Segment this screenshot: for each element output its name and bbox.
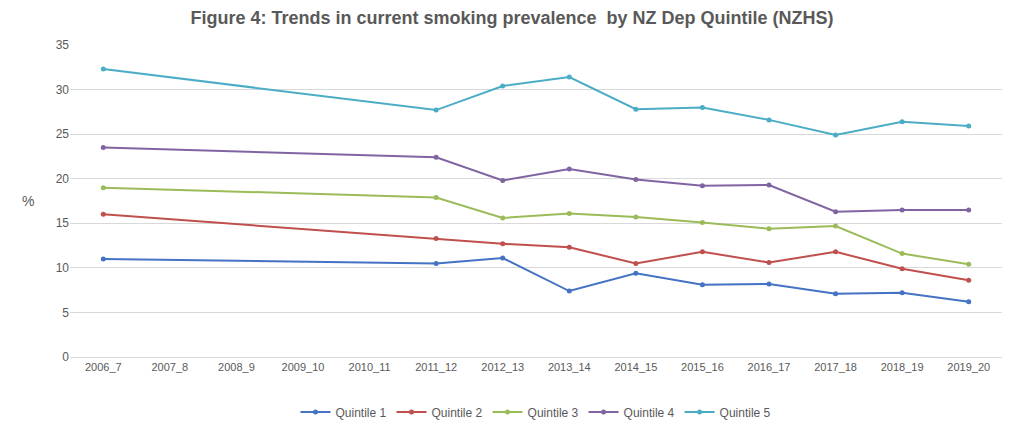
svg-text:15: 15 bbox=[56, 216, 70, 230]
svg-text:0: 0 bbox=[62, 350, 69, 364]
svg-text:%: % bbox=[22, 193, 34, 209]
svg-text:10: 10 bbox=[56, 261, 70, 275]
svg-text:2012_13: 2012_13 bbox=[481, 361, 524, 373]
svg-text:2018_19: 2018_19 bbox=[881, 361, 924, 373]
svg-text:2017_18: 2017_18 bbox=[814, 361, 857, 373]
svg-text:2008_9: 2008_9 bbox=[218, 361, 255, 373]
svg-text:5: 5 bbox=[62, 306, 69, 320]
svg-text:2009_10: 2009_10 bbox=[282, 361, 325, 373]
svg-text:20: 20 bbox=[56, 172, 70, 186]
svg-text:2019_20: 2019_20 bbox=[947, 361, 990, 373]
svg-text:2011_12: 2011_12 bbox=[415, 361, 457, 373]
svg-text:Quintile 1: Quintile 1 bbox=[336, 406, 387, 420]
svg-text:Quintile 2: Quintile 2 bbox=[432, 406, 483, 420]
svg-text:2015_16: 2015_16 bbox=[681, 361, 724, 373]
svg-text:2007_8: 2007_8 bbox=[152, 361, 189, 373]
svg-text:2006_7: 2006_7 bbox=[85, 361, 122, 373]
svg-text:2013_14: 2013_14 bbox=[548, 361, 591, 373]
svg-text:35: 35 bbox=[56, 38, 70, 52]
svg-text:Figure 4: Trends in current sm: Figure 4: Trends in current smoking prev… bbox=[190, 8, 833, 28]
svg-text:Quintile 3: Quintile 3 bbox=[528, 406, 579, 420]
svg-text:Quintile 4: Quintile 4 bbox=[624, 406, 675, 420]
svg-text:25: 25 bbox=[56, 127, 70, 141]
svg-text:2010_11: 2010_11 bbox=[349, 361, 391, 373]
svg-text:30: 30 bbox=[56, 83, 70, 97]
svg-text:2014_15: 2014_15 bbox=[614, 361, 657, 373]
svg-text:2016_17: 2016_17 bbox=[748, 361, 791, 373]
svg-text:Quintile 5: Quintile 5 bbox=[720, 406, 771, 420]
